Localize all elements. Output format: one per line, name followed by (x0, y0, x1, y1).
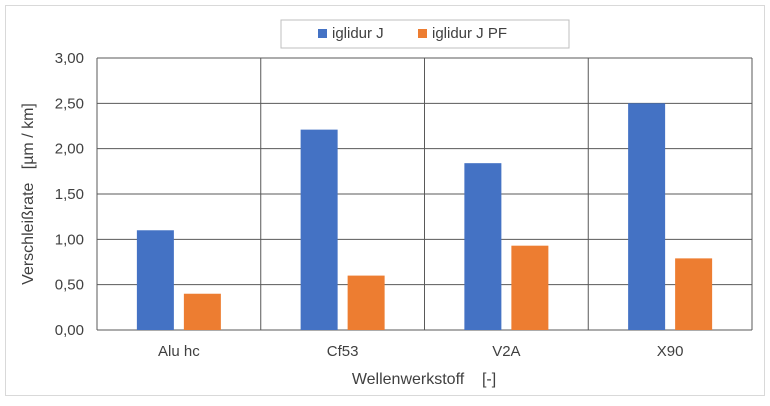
x-tick-label: Alu hc (158, 343, 200, 360)
legend-label-iglidur-j: iglidur J (332, 25, 384, 42)
y-tick-label: 3,00 (55, 50, 84, 67)
legend-swatch-iglidur-j (318, 29, 327, 38)
y-tick-label: 1,00 (55, 231, 84, 248)
bars (136, 103, 713, 330)
y-axis-label: Verschleißrate [µm / km] (20, 103, 37, 285)
y-tick-label: 1,50 (55, 186, 84, 203)
bar-iglidur-j-pf-x90 (675, 258, 713, 330)
x-tick-label: Cf53 (327, 343, 359, 360)
x-tick-label: X90 (657, 343, 684, 360)
x-axis-label: Wellenwerkstoff [-] (352, 371, 496, 388)
y-tick-label: 0,50 (55, 277, 84, 294)
y-tick-label: 2,50 (55, 95, 84, 112)
bar-iglidur-j-pf-cf53 (347, 275, 385, 330)
bar-iglidur-j-pf-alu-hc (183, 293, 221, 330)
bar-iglidur-j-x90 (628, 103, 666, 330)
bar-iglidur-j-v2a (464, 163, 502, 330)
legend-label-iglidur-j-pf: iglidur J PF (432, 25, 507, 42)
y-tick-label: 0,00 (55, 322, 84, 339)
x-tick-label: V2A (492, 343, 520, 360)
legend-swatch-iglidur-j-pf (418, 29, 427, 38)
bar-iglidur-j-pf-v2a (511, 245, 549, 330)
legend: iglidur J iglidur J PF (280, 19, 570, 49)
bar-iglidur-j-alu-hc (136, 230, 174, 330)
bar-iglidur-j-cf53 (300, 129, 338, 330)
y-tick-label: 2,00 (55, 141, 84, 158)
y-axis-tick-labels: 0,00 0,50 1,00 1,50 2,00 2,50 3,00 (55, 50, 84, 339)
x-axis-tick-labels: Alu hc Cf53 V2A X90 (158, 343, 683, 360)
